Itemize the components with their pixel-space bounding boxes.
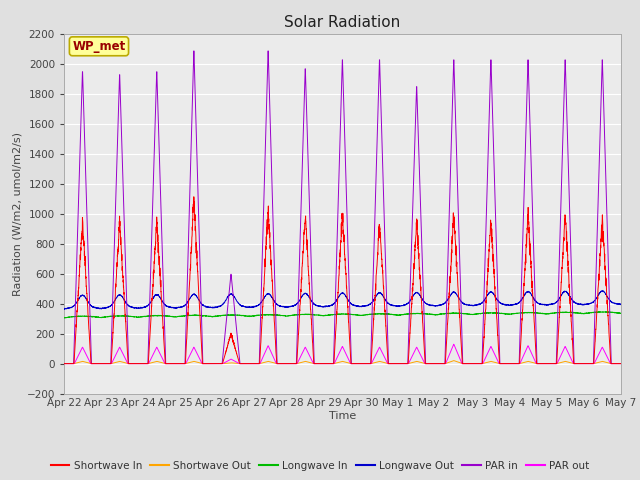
Text: WP_met: WP_met bbox=[72, 40, 125, 53]
Legend: Shortwave In, Shortwave Out, Longwave In, Longwave Out, PAR in, PAR out: Shortwave In, Shortwave Out, Longwave In… bbox=[47, 456, 593, 475]
Title: Solar Radiation: Solar Radiation bbox=[284, 15, 401, 30]
Y-axis label: Radiation (W/m2, umol/m2/s): Radiation (W/m2, umol/m2/s) bbox=[12, 132, 22, 296]
X-axis label: Time: Time bbox=[329, 411, 356, 421]
